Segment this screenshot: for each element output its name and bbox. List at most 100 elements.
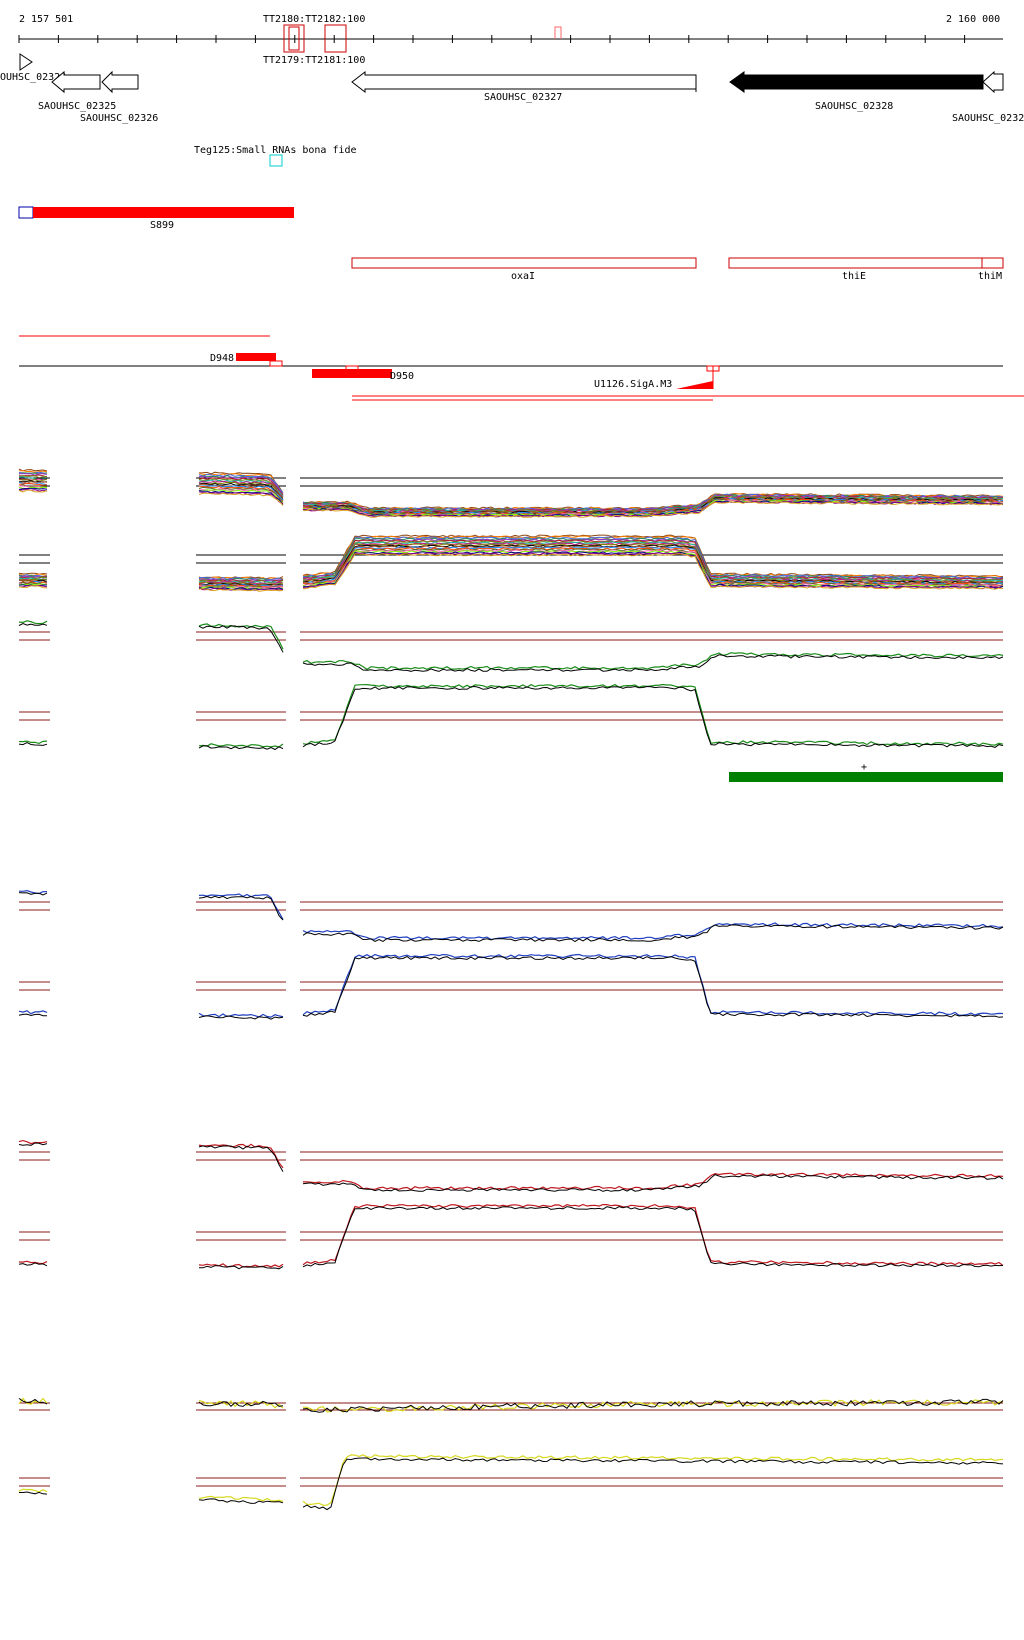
expression-trace-lower [198,743,284,748]
expression-panel-yellow [18,1397,1004,1511]
gene-arrow-02326[interactable] [101,70,139,94]
expression-trace-multicolor [198,578,284,582]
gene-arrow-02325[interactable] [51,70,101,94]
expression-trace-upper [198,1399,284,1409]
gene-label-02328: SAOUHSC_02328 [815,101,893,112]
expression-trace-lower [18,1010,48,1015]
small-rna-label: Teg125:Small RNAs bona fide [194,145,357,156]
expression-trace-upper-ref [198,895,284,921]
expression-trace-upper-ref [18,1142,48,1146]
expression-trace-multicolor [198,492,284,506]
expression-trace-multicolor [18,481,48,484]
transcript-label-d948: D948 [210,353,234,364]
segment-thim[interactable] [981,257,1004,269]
small-peak-mark [554,26,562,39]
segment-oxai[interactable] [351,257,697,269]
expression-trace-multicolor [198,582,283,586]
expression-trace-multicolor [302,539,1004,581]
expression-trace-multicolor [18,578,48,582]
terminator-box-tt2179[interactable] [288,26,300,51]
gene-arrow-02324[interactable] [19,53,33,71]
gene-arrow-02329[interactable] [982,70,1004,94]
expression-trace-multicolor [18,473,48,476]
transcript-d950-marker [345,365,359,372]
green-region-label: + [861,762,867,773]
gene-label-02327: SAOUHSC_02327 [484,92,562,103]
segment-s899[interactable] [33,207,294,218]
expression-trace-upper [18,620,48,625]
segment-track: S899 oxaI thiE thiM [18,206,1004,282]
gene-label-02324: OUHSC_02324 [0,72,66,83]
transcript-d948[interactable] [236,353,276,361]
expression-trace-multicolor [198,479,284,498]
expression-trace-lower-ref [18,1262,48,1267]
expression-trace-lower [302,1454,1004,1506]
expression-trace-upper-ref [302,1398,1004,1413]
segment-thie[interactable] [728,257,983,269]
terminator-box-tt2182[interactable] [324,24,347,53]
expression-trace-multicolor [198,480,284,498]
transcript-label-u1126: U1126.SigA.M3 [594,379,672,390]
expression-trace-lower-ref [18,1013,47,1017]
expression-trace-multicolor [302,542,1004,583]
expression-trace-lower [18,1488,48,1493]
expression-trace-multicolor [198,482,284,501]
segment-s899-start-box[interactable] [18,206,34,219]
expression-trace-upper [198,893,284,920]
expression-trace-multicolor [198,472,284,494]
expression-trace-upper-ref [302,1174,1004,1192]
expression-trace-multicolor [198,489,284,503]
transcript-d948-tip [269,360,283,367]
gene-arrow-02327[interactable] [351,70,697,94]
expression-trace-upper [302,922,1004,941]
expression-trace-multicolor [198,478,284,497]
expression-trace-upper [302,652,1004,671]
expression-panel-blue [18,889,1004,1020]
position-ruler: 2 157 501 2 160 000 TT2180:TT2182:100 TT… [18,14,1003,66]
gene-label-02325: SAOUHSC_02325 [38,101,116,112]
terminator-box-tt2180[interactable] [283,24,305,53]
expression-trace-lower-ref [198,1015,284,1020]
expression-trace-multicolor [302,501,1004,518]
ruler-end-label: 2 160 000 [946,14,1000,25]
expression-trace-lower-ref [198,745,284,751]
expression-trace-multicolor [18,583,48,586]
expression-trace-lower-ref [302,685,1004,748]
transcript-d950[interactable] [312,369,392,378]
expression-trace-lower-ref [302,955,1004,1018]
expression-trace-multicolor [18,572,48,575]
expression-trace-multicolor [198,486,284,503]
expression-trace-lower-ref [19,1491,48,1495]
expression-trace-upper-ref [18,1397,48,1405]
green-region-track: + [729,762,1003,782]
expression-trace-upper-ref [198,1400,284,1408]
expression-trace-upper [18,889,48,895]
expression-trace-multicolor [198,475,284,496]
ruler-start-label: 2 157 501 [19,14,73,25]
expression-trace-lower [302,953,1004,1016]
terminator-bottom-label: TT2179:TT2181:100 [263,55,365,66]
expression-trace-multicolor [198,481,284,499]
transcript-label-d950: D950 [390,371,414,382]
expression-trace-lower [198,1495,284,1503]
expression-trace-multicolor [18,487,48,490]
expression-trace-multicolor [198,587,284,592]
expression-trace-lower-ref [199,1265,284,1270]
expression-trace-upper [18,1397,48,1405]
expression-trace-lower [302,683,1004,746]
small-rna-marker[interactable] [269,154,283,167]
expression-trace-lower [198,1012,284,1018]
segment-label-oxai: oxaI [511,271,535,282]
expression-panel-green [18,620,1004,751]
transcript-u1126-ramp[interactable] [676,381,713,389]
expression-trace-multicolor [18,484,48,488]
expression-trace-upper-ref [18,892,48,896]
green-region-block[interactable] [729,772,1003,782]
gene-track: OUHSC_02324 SAOUHSC_02325 SAOUHSC_02326 … [0,53,1024,124]
gene-arrow-02328[interactable] [729,71,984,93]
expression-panel-multicolor [18,468,1004,592]
expression-trace-upper-ref [198,625,284,653]
expression-trace-multicolor [18,581,48,584]
expression-trace-upper [302,1172,1004,1191]
